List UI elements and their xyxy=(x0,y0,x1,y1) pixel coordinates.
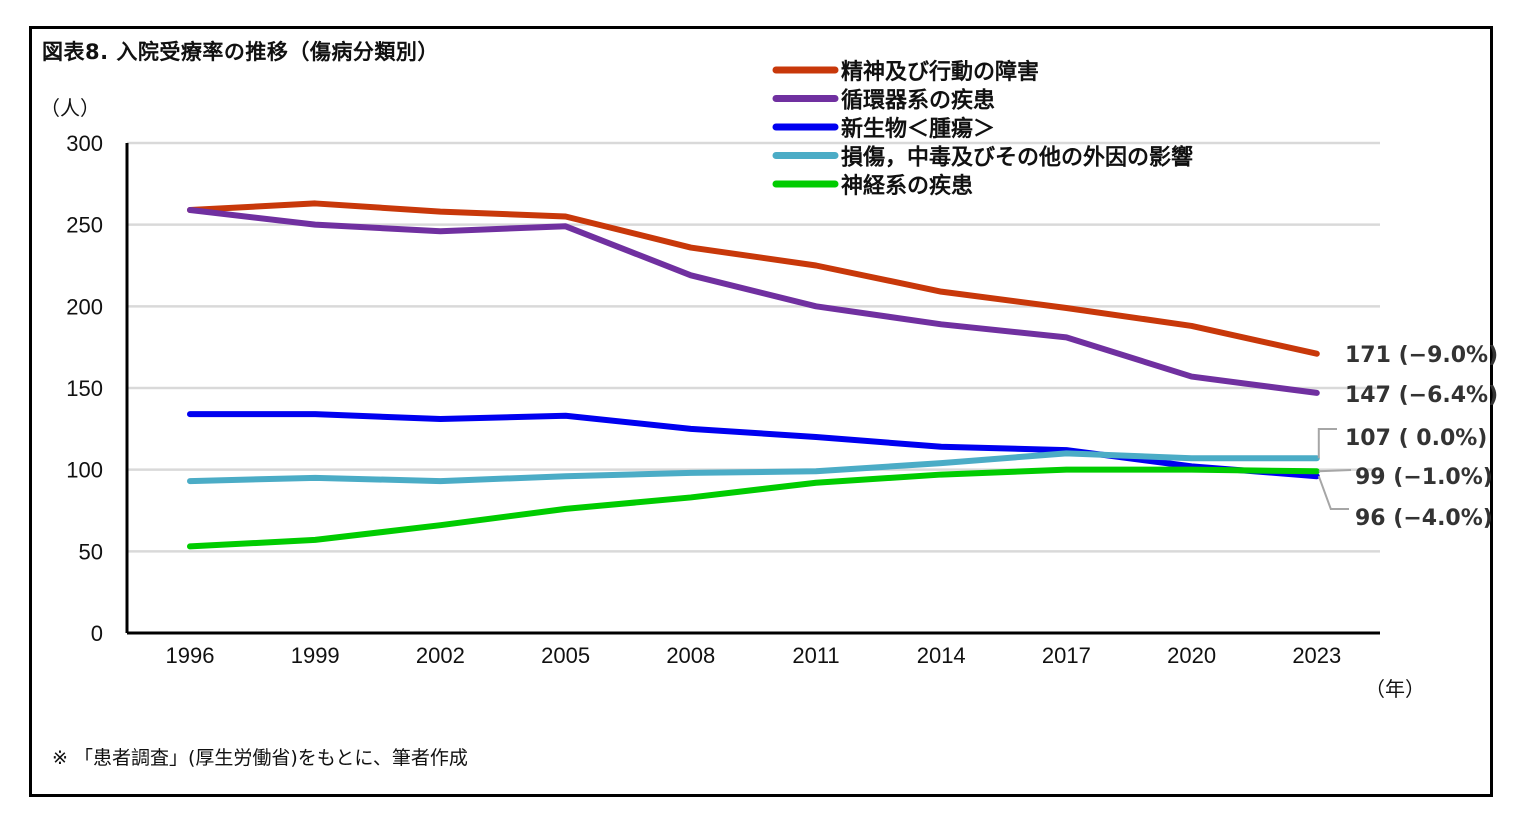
legend-label: 循環器系の疾患 xyxy=(841,88,995,114)
x-tick-label: 2014 xyxy=(917,643,966,668)
end-label: 96 (−4.0%) xyxy=(1355,506,1493,531)
y-tick-label: 200 xyxy=(66,294,103,319)
x-tick-label: 1996 xyxy=(166,643,215,668)
y-tick-label: 100 xyxy=(66,458,103,483)
x-tick-label: 2020 xyxy=(1167,643,1216,668)
end-label: 147 (−6.4%) xyxy=(1345,383,1498,408)
y-tick-label: 0 xyxy=(91,621,103,646)
legend-label: 神経系の疾患 xyxy=(841,173,973,199)
chart-title: 図表8. 入院受療率の推移（傷病分類別） xyxy=(42,40,439,64)
x-tick-label: 2017 xyxy=(1042,643,1091,668)
y-tick-label: 150 xyxy=(66,376,103,401)
y-axis-ticks: 0 50 100 150 200 250 300 xyxy=(66,131,103,646)
end-label: 107 ( 0.0%) xyxy=(1345,426,1487,451)
y-axis-unit: （人） xyxy=(40,96,100,120)
legend-label: 精神及び行動の障害 xyxy=(841,59,1039,85)
x-tick-label: 2005 xyxy=(541,643,590,668)
x-tick-label: 2002 xyxy=(416,643,465,668)
end-labels: 171 (−9.0%) 147 (−6.4%) 96 (−4.0%) 107 ( 0.… xyxy=(1345,343,1498,531)
x-tick-label: 2023 xyxy=(1292,643,1341,668)
leader-line xyxy=(1317,428,1337,459)
y-tick-label: 250 xyxy=(66,213,103,238)
end-label-leaders xyxy=(1317,428,1352,510)
x-axis-unit: （年） xyxy=(1365,677,1425,701)
leader-line xyxy=(1318,469,1352,473)
end-label: 171 (−9.0%) xyxy=(1345,343,1498,368)
series-line-0 xyxy=(187,200,1320,357)
legend-label: 新生物＜腫瘍＞ xyxy=(841,116,995,142)
axes xyxy=(125,143,1380,635)
x-tick-label: 2008 xyxy=(666,643,715,668)
x-axis-ticks: 1996 1999 2002 2005 2008 2011 2014 2017 2020 2023 xyxy=(166,643,1342,668)
series-line-1 xyxy=(187,206,1320,396)
leader-line xyxy=(1317,475,1349,510)
series-line-4 xyxy=(187,466,1320,550)
series-line-3 xyxy=(187,450,1320,485)
x-tick-label: 1999 xyxy=(291,643,340,668)
legend-label: 損傷，中毒及びその他の外因の影響 xyxy=(841,145,1193,171)
end-label: 99 (−1.0%) xyxy=(1355,465,1493,490)
y-tick-label: 300 xyxy=(66,131,103,156)
x-tick-label: 2011 xyxy=(792,643,839,668)
source-note: ※ 「患者調査」(厚生労働省)をもとに、筆者作成 xyxy=(52,747,468,769)
series-lines xyxy=(187,200,1320,550)
y-tick-label: 50 xyxy=(79,539,103,564)
